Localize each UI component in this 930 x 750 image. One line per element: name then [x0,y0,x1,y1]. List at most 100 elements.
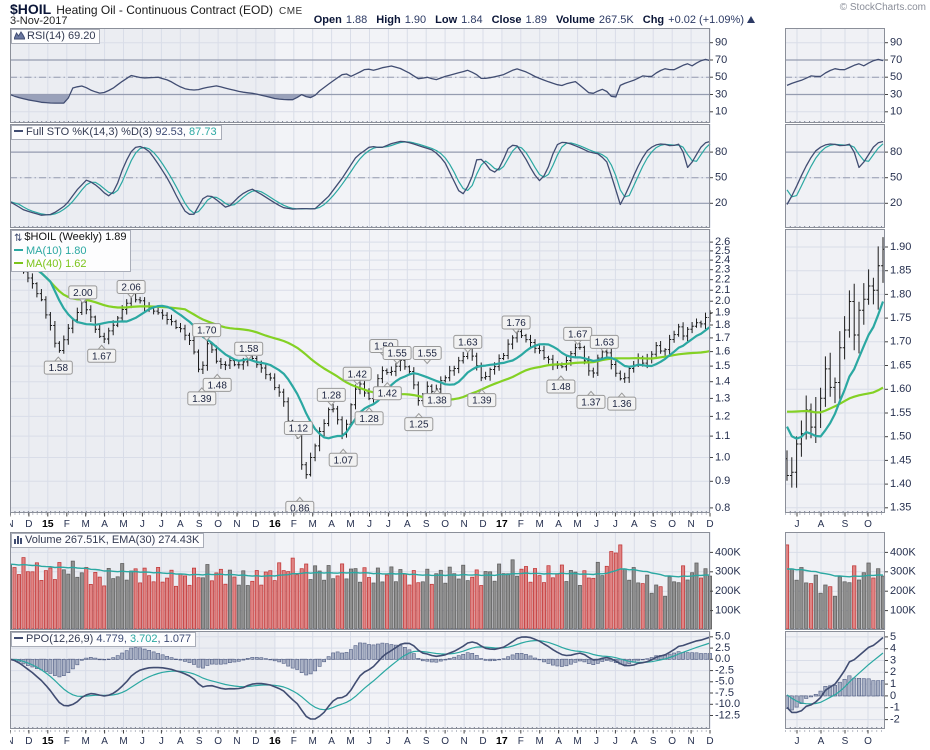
svg-text:J: J [159,519,164,530]
svg-text:400K: 400K [715,546,741,558]
svg-text:15: 15 [42,518,54,530]
svg-text:1.42: 1.42 [378,389,398,400]
volume-legend-label: Volume 267.51K, EMA(30) 274.43K [25,534,200,546]
svg-text:2.0: 2.0 [715,295,730,307]
svg-text:N: N [233,519,240,530]
strip-mid-main: ND15FMAMJJASOND16FMAMJJASOND17FMAMJJASON… [10,513,714,530]
updown-arrows-icon: ⇅ [14,233,23,244]
svg-text:2.00: 2.00 [73,288,93,299]
quote-high-value: 1.90 [404,14,427,26]
svg-text:-10.0: -10.0 [715,698,740,710]
svg-text:5: 5 [890,631,896,643]
svg-text:J: J [140,519,145,530]
ma40-legend-label: MA(40) 1.62 [26,258,87,270]
svg-text:J: J [367,736,372,747]
svg-text:4: 4 [890,643,896,655]
svg-text:1.42: 1.42 [347,369,367,380]
svg-text:16: 16 [269,518,281,530]
ppo-value-3: 1.077 [163,633,192,645]
svg-text:1.76: 1.76 [506,318,526,329]
svg-text:D: D [25,519,32,530]
volume-bars [785,544,886,630]
svg-text:S: S [842,736,849,747]
svg-text:1: 1 [890,678,896,690]
svg-text:F: F [291,736,297,747]
quote-low-value: 1.84 [461,14,483,26]
svg-vol-main: 400K 300K 200K 100K [10,532,741,630]
svg-text:30: 30 [715,88,727,100]
svg-text:1.67: 1.67 [92,351,112,362]
svg-text:1.50: 1.50 [890,431,911,443]
svg-text:F: F [64,519,70,530]
svg-text:0: 0 [890,690,896,702]
svg-text:70: 70 [890,54,902,66]
quote-low-label: Low [435,14,458,26]
ppo-legend: PPO(12,26,9) 4.779, 3.702, 1.077 [11,632,197,647]
svg-text:J: J [795,519,800,530]
svg-text:-7.5: -7.5 [715,687,734,699]
svg-text:A: A [404,736,411,747]
svg-text:1.70: 1.70 [197,326,217,337]
quote-chg-label: Chg [642,14,665,26]
svg-text:S: S [423,519,430,530]
volume-bars [10,544,712,630]
svg-text:M: M [536,519,544,530]
svg-text:1.39: 1.39 [192,394,212,405]
svg-text:N: N [460,736,467,747]
svg-text:90: 90 [715,37,727,49]
svg-text:M: M [119,736,127,747]
ma10-dash-icon [14,249,23,252]
ppo-mini-panel: 5 4 3 2 1 0 -1 -2 [785,631,930,729]
svg-text:1.58: 1.58 [49,363,69,374]
svg-text:1.63: 1.63 [458,337,478,348]
quote-close-value: 1.89 [525,14,547,26]
svg-text:20: 20 [715,197,727,209]
quote-chg-value: +0.02 (+1.09%) [668,14,744,26]
svg-text:80: 80 [715,146,727,158]
svg-text:70: 70 [715,54,727,66]
svg-text:17: 17 [496,735,508,747]
svg-text:F: F [518,736,524,747]
price-panel: 1.58 2.00 1.67 2.06 1.70 1.48 1.39 1.58 1.12 0.86… [10,229,755,513]
svg-text:A: A [177,736,184,747]
svg-rsi-main: 90 70 50 30 10 [10,28,727,123]
svg-text:D: D [252,736,259,747]
svg-text:100K: 100K [890,605,916,617]
svg-text:J: J [594,736,599,747]
volume-mini-panel: 400K 300K 200K 100K [785,532,930,630]
svg-text:A: A [328,736,335,747]
svg-text:5.0: 5.0 [715,631,730,643]
ppo-dash-icon [14,637,23,640]
svg-text:1.55: 1.55 [417,349,437,360]
svg-text:O: O [214,736,222,747]
ma10-line [786,301,885,440]
ppo-legend-label: PPO(12,26,9) [26,633,94,645]
ma40-line [10,245,711,401]
svg-text:2.5: 2.5 [715,245,730,257]
svg-text:1.80: 1.80 [890,288,911,300]
svg-text:O: O [214,519,222,530]
svg-text:A: A [177,519,184,530]
svg-text:2: 2 [890,666,896,678]
svg-text:1.48: 1.48 [551,382,571,393]
svg-text:1.37: 1.37 [581,397,601,408]
ppo-histogram [10,642,712,678]
stochastics-panel: 80 50 20 [10,124,755,228]
svg-text:2.5: 2.5 [715,642,730,654]
page-title: Heating Oil - Continuous Contract (EOD) [56,3,273,17]
svg-text:1.85: 1.85 [890,265,911,277]
rsi-series [786,58,884,87]
svg-text:2.4: 2.4 [715,254,730,266]
rsi-series [10,58,711,104]
bar-chart-icon [14,535,23,544]
rsi-legend: RSI(14) 69.20 [11,29,101,44]
chart-header: $HOIL Heating Oil - Continuous Contract (… [10,1,303,19]
price-mini-panel: 1.90 1.85 1.80 1.75 1.70 1.65 1.60 1.55 1.50 1.45… [785,229,930,513]
svg-text:17: 17 [496,518,508,530]
svg-text:A: A [404,519,411,530]
quote-high-label: High [376,14,401,26]
svg-text:-1: -1 [890,702,900,714]
svg-text:1.45: 1.45 [890,454,911,466]
